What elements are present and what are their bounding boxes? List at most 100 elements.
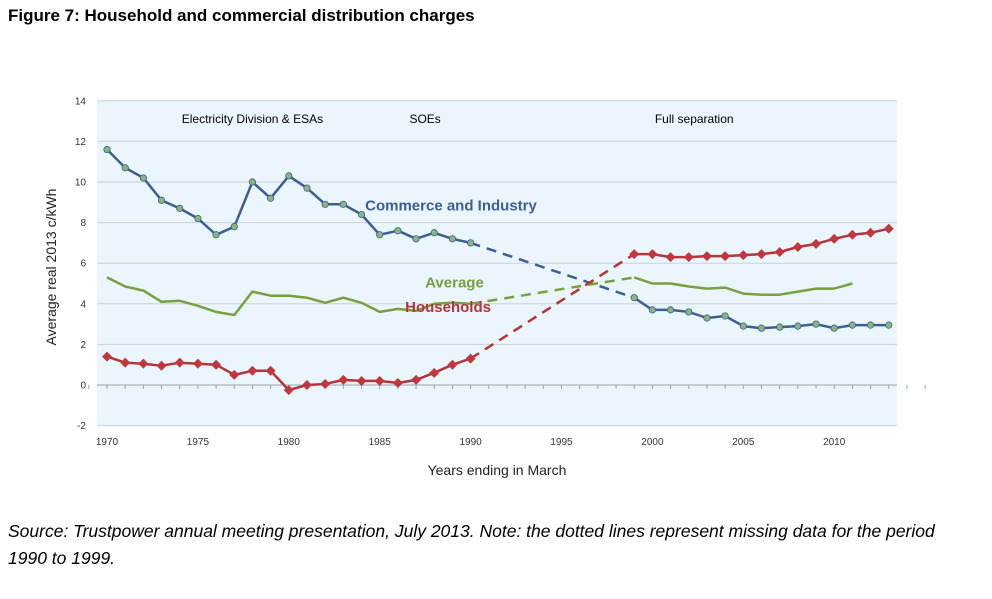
x-tick-label: 1970 [96,437,119,448]
data-point [121,164,129,172]
data-point [685,308,693,316]
axes: -2 0 2 4 6 8 10 12 14 1970 1975 1980 1985 1990 1995 200… [75,96,926,448]
data-point [429,367,440,378]
gridlines [97,100,897,427]
data-point [629,249,640,260]
x-tick-label: 2005 [732,437,755,448]
y-tick-label: 8 [80,218,86,229]
data-point [866,321,875,329]
data-point [756,249,767,260]
data-point [794,322,802,330]
data-point [630,294,638,302]
data-point [176,204,184,212]
data-point [448,235,457,243]
data-point [883,223,894,234]
data-point [103,145,111,154]
era-label: SOEs [409,112,440,126]
data-point [194,214,202,223]
data-point [647,249,658,260]
x-axis-title: Years ending in March [428,462,567,478]
y-tick-label: -2 [77,421,86,432]
data-point [392,377,403,388]
data-point [357,210,366,219]
x-tick-label: 2000 [641,437,664,448]
data-point [720,251,731,262]
data-point [156,360,167,371]
figure-caption: Source: Trustpower annual meeting presen… [8,521,935,568]
data-point [174,357,185,368]
y-axis-title: Average real 2013 c/kWh [43,189,59,346]
data-point [430,229,438,237]
data-point [683,252,694,263]
x-tick-label: 2010 [823,437,846,448]
figure-title: Figure 7: Household and commercial distr… [8,6,475,25]
x-tick-label: 1975 [187,437,210,448]
y-tick-label: 0 [80,381,86,392]
data-point [738,250,749,261]
data-point [320,378,331,389]
data-point [338,374,349,385]
data-point [776,323,784,331]
missing-data-dashed-line [469,253,635,360]
data-point [374,375,385,386]
data-point [811,238,822,249]
data-point [212,231,220,239]
data-point [230,223,238,231]
data-point [829,233,840,244]
y-tick-label: 6 [80,259,86,270]
data-point [192,358,203,369]
line-chart: -2 0 2 4 6 8 10 12 14 1970 1975 1980 1985 1990 1995 200… [43,96,926,478]
data-point [847,229,858,240]
data-point [757,324,766,332]
series-labels: Commerce and Industry Average Households [365,197,537,316]
data-point [321,200,329,208]
data-point [848,321,856,329]
y-tick-label: 2 [80,340,86,351]
era-labels: Electricity Division & ESAs SOEs Full sepa… [182,112,734,126]
data-point [303,184,311,192]
data-point [739,322,747,330]
data-point [339,200,347,208]
series-label: Commerce and Industry [365,197,537,214]
data-point [665,252,676,263]
missing-data-dashed-line [470,241,635,299]
data-point [356,375,367,386]
data-point [376,231,384,239]
data-point [721,312,729,320]
data-point [412,235,420,243]
data-point [774,247,785,258]
data-point [267,194,275,202]
series-lines [102,145,894,396]
data-point [830,324,838,332]
data-point [466,239,475,247]
series-line [633,276,853,296]
data-point [229,369,240,380]
data-point [465,353,476,364]
y-tick-label: 12 [75,137,87,148]
data-point [248,178,257,186]
data-point [301,380,312,390]
data-point [792,241,803,252]
series-line [106,276,471,317]
era-label: Full separation [655,112,734,126]
data-point [139,174,147,182]
data-point [885,321,893,329]
data-point [211,359,222,370]
x-tick-label: 1980 [278,437,301,448]
data-point [648,306,657,314]
data-point [812,320,820,328]
x-tick-label: 1995 [550,437,573,448]
era-label: Electricity Division & ESAs [182,112,323,126]
data-point [120,357,131,368]
data-point [666,306,675,314]
y-tick-label: 10 [75,178,87,189]
series-label: Households [405,299,491,316]
data-point [138,358,149,369]
data-point [102,351,112,362]
data-point [703,314,711,322]
data-point [701,251,712,262]
y-tick-label: 4 [80,299,86,310]
x-tick-label: 1985 [369,437,392,448]
data-point [447,359,458,370]
data-point [283,385,294,396]
